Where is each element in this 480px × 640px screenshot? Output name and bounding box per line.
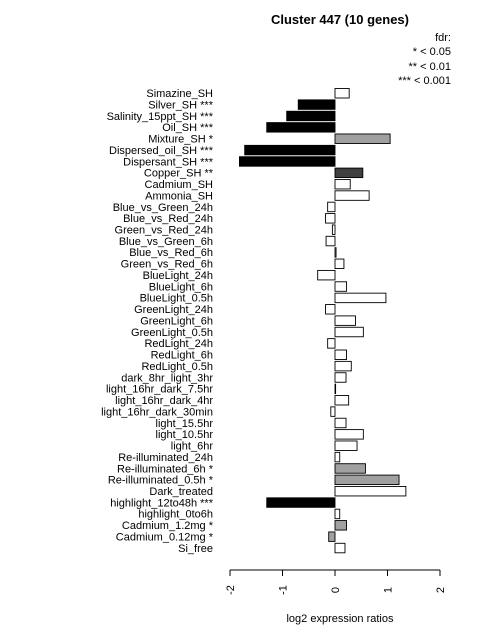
- bar-label: Dispersed_oil_SH ***: [109, 145, 214, 157]
- bar-label: light_15.5hr: [156, 418, 214, 430]
- fdr-legend: fdr: * < 0.05 ** < 0.01 *** < 0.001: [398, 31, 451, 88]
- bar: [334, 88, 350, 99]
- bar: [244, 144, 336, 156]
- bar-label: light_10.5hr: [156, 429, 214, 441]
- bar-label: highlight_12to48h ***: [110, 497, 213, 509]
- bar: [330, 406, 336, 417]
- bar-label: RedLight_0.5h: [141, 361, 213, 373]
- bar: [334, 451, 341, 463]
- bar: [334, 167, 364, 179]
- bar: [334, 383, 337, 395]
- bar-label: Oil_SH ***: [162, 122, 213, 134]
- bar-label: Green_vs_Red_6h: [121, 259, 213, 271]
- bar-label: Copper_SH **: [144, 168, 214, 180]
- legend-entry-p01: ** < 0.01: [408, 60, 451, 73]
- bar: [297, 99, 336, 110]
- bar: [334, 326, 364, 338]
- x-tick-label: 1: [383, 587, 395, 593]
- bar-label: Green_vs_Red_24h: [115, 224, 213, 236]
- bar: [334, 315, 356, 326]
- bar-label: GreenLight_6h: [140, 315, 213, 327]
- bar: [334, 474, 400, 486]
- bar-label: dark_8hr_light_3hr: [121, 372, 213, 384]
- bar-label: light_16hr_dark_30min: [101, 406, 213, 418]
- bar-label: GreenLight_24h: [134, 304, 213, 316]
- bar: [334, 281, 348, 292]
- bar-label: Salinity_15ppt_SH ***: [107, 111, 214, 123]
- legend-title: fdr:: [435, 32, 451, 44]
- bar: [334, 190, 370, 201]
- bar: [238, 156, 336, 167]
- bar-label: BlueLight_24h: [143, 270, 213, 282]
- bar: [334, 486, 407, 497]
- bar-label: Silver_SH ***: [148, 99, 214, 111]
- bar: [266, 122, 336, 133]
- bar-label: Si_free: [178, 543, 213, 555]
- bar-label: Re-illuminated_6h *: [117, 463, 214, 475]
- bar-label: Blue_vs_Red_6h: [129, 247, 213, 259]
- bar: [334, 429, 364, 440]
- bar: [325, 235, 336, 247]
- x-tick-label: 2: [435, 587, 447, 593]
- bar: [334, 508, 341, 520]
- bar-label: RedLight_24h: [144, 338, 213, 350]
- bar: [334, 372, 347, 383]
- bar-label: BlueLight_6h: [149, 281, 213, 293]
- bar-label: Cadmium_SH: [145, 179, 214, 191]
- bar: [328, 531, 336, 542]
- chart-title: Cluster 447 (10 genes): [270, 12, 409, 27]
- bar: [266, 497, 336, 508]
- bar-label: Dispersant_SH ***: [123, 156, 214, 168]
- bar: [334, 292, 387, 304]
- bar-label: Re-illuminated_0.5h *: [108, 475, 214, 487]
- bar: [334, 417, 347, 429]
- bar: [325, 304, 336, 315]
- legend-entry-p05: * < 0.05: [412, 46, 451, 59]
- bar-label: Dark_treated: [149, 486, 213, 498]
- bar: [334, 258, 345, 269]
- bar-label: Blue_vs_Green_6h: [119, 236, 213, 248]
- bar-label: RedLight_6h: [151, 350, 213, 362]
- bar-label: light_6hr: [171, 441, 214, 453]
- bar: [334, 133, 391, 144]
- bar: [334, 247, 337, 258]
- bar: [327, 201, 336, 213]
- bar: [286, 110, 336, 122]
- bar-label: light_16hr_dark_4hr: [115, 395, 213, 407]
- bar-label: Blue_vs_Red_24h: [123, 213, 213, 225]
- bar: [334, 440, 358, 451]
- bar: [334, 395, 350, 406]
- legend-entry-p001: *** < 0.001: [398, 74, 451, 87]
- x-tick-label: 0: [330, 587, 342, 593]
- bar: [334, 542, 346, 554]
- bar: [325, 213, 336, 224]
- bar: [327, 338, 336, 349]
- bar-label: Blue_vs_Green_24h: [113, 202, 213, 214]
- bar-label: GreenLight_0.5h: [131, 327, 213, 339]
- x-axis-label: log2 expression ratios: [286, 613, 394, 625]
- x-tick-label: -1: [278, 585, 290, 595]
- bar: [334, 360, 352, 372]
- bar-label: Simazine_SH: [146, 88, 213, 100]
- x-tick-label: -2: [225, 585, 237, 595]
- bar-label: Cadmium_0.12mg *: [116, 531, 214, 543]
- bar-label: Ammonia_SH: [145, 190, 213, 202]
- bar: [334, 463, 366, 474]
- bar-label: light_16hr_dark_7.5hr: [106, 384, 213, 396]
- bar-label: BlueLight_0.5h: [140, 293, 213, 305]
- bar: [334, 520, 348, 531]
- bar: [317, 269, 336, 281]
- bar-label: Mixture_SH *: [148, 134, 214, 146]
- bar: [334, 349, 348, 360]
- bar-label: Re-illuminated_24h: [118, 452, 213, 464]
- bar: [334, 179, 351, 190]
- bar: [331, 224, 336, 235]
- bar-label: Cadmium_1.2mg *: [122, 520, 214, 532]
- bar-label: highlight_0to6h: [138, 509, 213, 521]
